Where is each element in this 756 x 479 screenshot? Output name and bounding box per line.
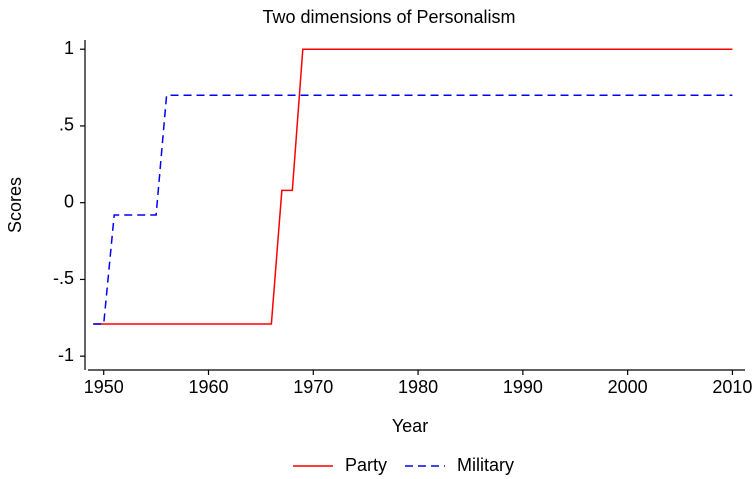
y-tick-label: -1 bbox=[58, 345, 74, 365]
x-tick-label: 2000 bbox=[608, 377, 648, 397]
y-tick-label: 0 bbox=[64, 191, 74, 211]
legend-label: Party bbox=[345, 455, 387, 475]
y-tick-label: -.5 bbox=[53, 268, 74, 288]
legend-label: Military bbox=[457, 455, 514, 475]
x-axis-label: Year bbox=[392, 416, 428, 436]
series-line bbox=[93, 48, 733, 325]
y-axis-label: Scores bbox=[5, 177, 25, 233]
x-tick-label: 1970 bbox=[293, 377, 333, 397]
chart-title: Two dimensions of Personalism bbox=[262, 7, 515, 27]
x-tick-label: 2010 bbox=[712, 377, 752, 397]
series-line bbox=[93, 94, 733, 325]
x-tick-label: 1990 bbox=[503, 377, 543, 397]
x-tick-label: 1950 bbox=[84, 377, 124, 397]
x-tick-label: 1980 bbox=[398, 377, 438, 397]
y-tick-label: 1 bbox=[64, 38, 74, 58]
x-tick-label: 1960 bbox=[188, 377, 228, 397]
y-tick-label: .5 bbox=[59, 115, 74, 135]
